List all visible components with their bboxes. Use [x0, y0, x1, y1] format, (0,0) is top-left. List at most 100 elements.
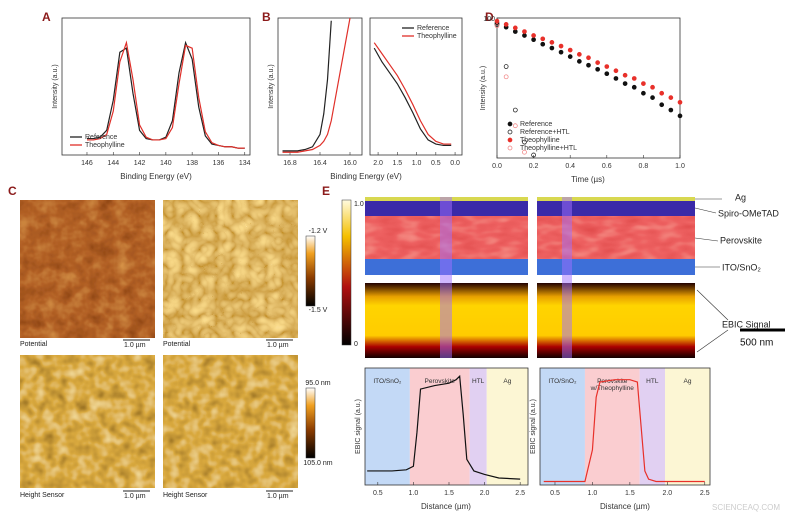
- x-axis-label: Distance (µm): [600, 502, 650, 511]
- x-tick-label: 2.0: [662, 490, 672, 497]
- data-point: [512, 123, 518, 129]
- data-point: [558, 49, 564, 55]
- plot-frame: [496, 17, 681, 159]
- colorbar-label: 1.0: [354, 201, 364, 208]
- data-point: [567, 54, 573, 59]
- caption: Potential: [163, 341, 191, 348]
- x-tick-label: 0.5: [550, 490, 560, 497]
- region-label: Ag: [683, 378, 692, 385]
- x-tick-label: 0.5: [373, 490, 383, 497]
- data-point: [631, 76, 637, 81]
- series-line: [373, 42, 452, 145]
- region: [409, 368, 470, 485]
- series-line: [282, 20, 332, 152]
- legend-label: Theophylline: [520, 137, 560, 144]
- data-point: [595, 66, 601, 72]
- data-point: [522, 29, 527, 34]
- x-tick-label: 1.0: [588, 490, 598, 497]
- plot-frame: [369, 17, 463, 156]
- y-axis-label: EBIC signal (a.u.): [355, 399, 362, 454]
- region: [540, 368, 585, 485]
- region-label-box: Perovskite: [425, 378, 455, 385]
- series-line: [282, 17, 351, 153]
- colorbar-label: 95.0 nm: [305, 380, 330, 387]
- x-axis-label: Binding Energy (eV): [330, 172, 402, 181]
- watermark: SCIENCEAQ.COM: [712, 503, 780, 512]
- data-point: [641, 81, 646, 86]
- afm-image: [163, 200, 298, 338]
- data-point: [668, 95, 674, 100]
- series-line: [367, 374, 521, 480]
- colorbar-label: 0: [354, 341, 358, 348]
- legend-label: Reference+HTL: [520, 129, 570, 136]
- data-point: [567, 47, 573, 53]
- x-tick-label: 16.8: [283, 160, 297, 167]
- data-point: [549, 39, 555, 45]
- data-point: [522, 139, 527, 145]
- data-point: [622, 81, 628, 86]
- series-line: [86, 40, 245, 149]
- legend-marker: [507, 137, 513, 143]
- region-label: ITO/SnO₂: [548, 378, 577, 385]
- layer-label: Ag: [735, 192, 746, 202]
- region-label: Ag: [503, 378, 512, 385]
- data-point: [631, 84, 637, 90]
- x-tick-label: 0.0: [492, 163, 502, 170]
- data-point: [503, 64, 509, 69]
- legend-label: Reference: [520, 121, 552, 128]
- legend-label: Reference: [85, 134, 117, 141]
- x-tick-label: 1.5: [392, 160, 402, 167]
- data-point: [586, 62, 591, 68]
- colorbar: [341, 199, 352, 346]
- x-axis-label: Distance (µm): [421, 502, 471, 511]
- x-tick-label: 142: [134, 160, 146, 167]
- x-tick-label: 138: [186, 160, 198, 167]
- legend-marker: [507, 145, 513, 151]
- y-axis-label: Intensity (a.u.): [480, 66, 487, 110]
- x-tick-label: 0.0: [450, 160, 460, 167]
- x-tick-label: 0.8: [639, 163, 649, 170]
- scale-label: 1.0 µm: [124, 493, 146, 500]
- x-tick-label: 1.0: [409, 490, 419, 497]
- x-tick-label: 144: [107, 160, 119, 167]
- x-tick-label: 1.5: [625, 490, 635, 497]
- region-label-box: ITO/SnO₂: [373, 378, 401, 385]
- plot-frame: [539, 367, 711, 486]
- scale-label: 1.0 µm: [267, 493, 289, 500]
- data-point: [622, 72, 628, 78]
- data-point: [494, 23, 500, 29]
- plot-frame: [61, 17, 251, 156]
- colorbar-label: 105.0 nm: [303, 460, 332, 467]
- data-point: [613, 68, 619, 74]
- afm-image: [20, 355, 155, 488]
- layer-label: Perovskite: [720, 235, 762, 245]
- data-point: [531, 37, 536, 43]
- panel-label: A: [42, 10, 51, 24]
- sem-image: [365, 197, 528, 358]
- legend-marker: [507, 121, 513, 127]
- panel-label: D: [485, 10, 494, 24]
- legend-label: Theophylline+HTL: [520, 145, 577, 152]
- panel-label: B: [262, 10, 271, 24]
- afm-image: [163, 355, 298, 488]
- data-point: [677, 99, 683, 105]
- sem-image: [537, 197, 695, 358]
- data-point: [677, 113, 683, 119]
- x-tick-label: 16.4: [313, 160, 327, 167]
- x-tick-label: 2.0: [373, 160, 383, 167]
- region: [365, 368, 410, 485]
- data-point: [512, 25, 518, 31]
- data-point: [503, 22, 509, 27]
- x-tick-label: 1.0: [412, 160, 422, 167]
- data-point: [650, 95, 655, 100]
- region-label-box: ITO/SnO₂: [548, 378, 577, 385]
- x-axis-label: Binding Energy (eV): [120, 172, 192, 181]
- region: [665, 368, 710, 485]
- colorbar: [305, 387, 316, 459]
- x-tick-label: 140: [160, 160, 172, 167]
- x-tick-label: 0.5: [431, 160, 441, 167]
- data-point: [549, 45, 555, 51]
- data-point: [641, 90, 646, 96]
- legend-label: Theophylline: [85, 142, 125, 149]
